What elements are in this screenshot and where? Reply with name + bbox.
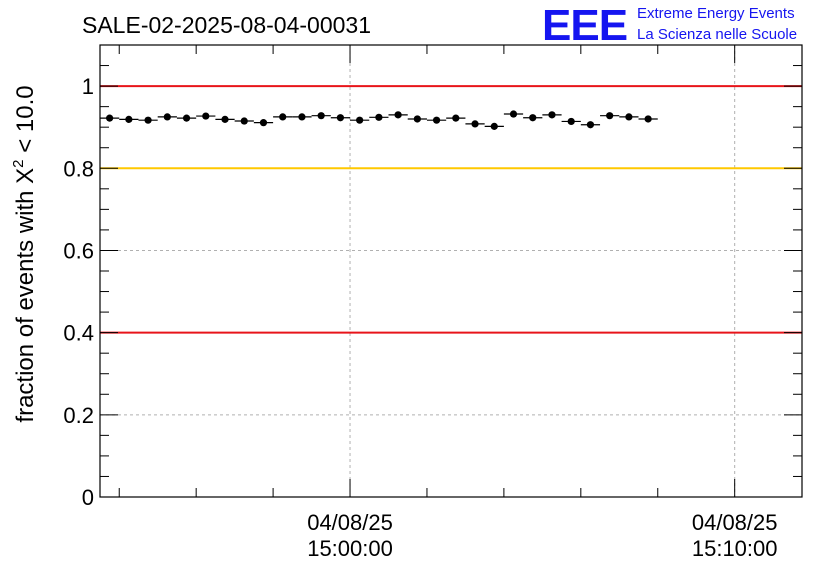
data-point	[586, 121, 595, 129]
data-point	[644, 115, 652, 123]
data-point	[125, 115, 133, 123]
y-tick-label: 0.6	[63, 238, 94, 263]
y-tick-label: 0	[82, 485, 94, 510]
x-tick-label-time: 15:10:00	[692, 536, 778, 561]
data-point	[240, 117, 248, 125]
eee-logo: EEE Extreme Energy Events La Scienza nel…	[542, 1, 797, 50]
data-point	[625, 113, 633, 121]
y-tick-label: 0.4	[63, 321, 94, 346]
data-point	[394, 111, 402, 119]
data-point	[490, 122, 498, 130]
y-axis-label-suffix: < 10.0	[12, 85, 39, 159]
data-point	[106, 114, 114, 122]
data-point	[182, 114, 191, 122]
y-axis-label: fraction of events with X2 < 10.0	[10, 85, 39, 422]
data-point	[509, 110, 518, 118]
data-point	[529, 114, 537, 122]
logo-line-2: La Scienza nelle Scuole	[637, 26, 797, 43]
y-tick-label: 1	[82, 74, 94, 99]
data-point	[202, 112, 210, 120]
logo-mark: EEE	[542, 1, 627, 50]
data-point	[298, 113, 306, 121]
x-tick-label-date: 04/08/25	[307, 510, 393, 535]
data-point	[336, 114, 345, 122]
data-point	[413, 115, 421, 123]
chart-title: SALE-02-2025-08-04-00031	[82, 12, 371, 38]
data-point	[432, 116, 441, 124]
data-point	[356, 116, 364, 124]
data-point	[548, 111, 556, 119]
x-tick-label-time: 15:00:00	[307, 536, 393, 561]
data-point	[606, 112, 614, 120]
data-point	[163, 113, 171, 121]
axis-ticks: 00.20.40.60.8104/08/2515:00:0004/08/2515…	[63, 44, 802, 561]
y-tick-label: 0.8	[63, 156, 94, 181]
data-point	[375, 113, 383, 121]
logo-line-1: Extreme Energy Events	[637, 5, 795, 22]
data-point	[259, 119, 268, 127]
data-point	[317, 112, 325, 120]
y-axis-label-prefix: fraction of events with	[12, 184, 39, 423]
data-point	[221, 115, 229, 123]
data-point	[567, 117, 575, 126]
data-point	[144, 116, 152, 124]
data-points	[100, 110, 658, 130]
y-axis-label-superscript: 2	[10, 159, 27, 167]
reference-lines	[100, 85, 802, 334]
data-point	[452, 114, 460, 122]
y-tick-label: 0.2	[63, 403, 94, 428]
data-point	[471, 120, 479, 128]
y-axis-label-symbol: X	[12, 168, 39, 184]
x-tick-label-date: 04/08/25	[692, 510, 778, 535]
data-point	[279, 113, 287, 121]
